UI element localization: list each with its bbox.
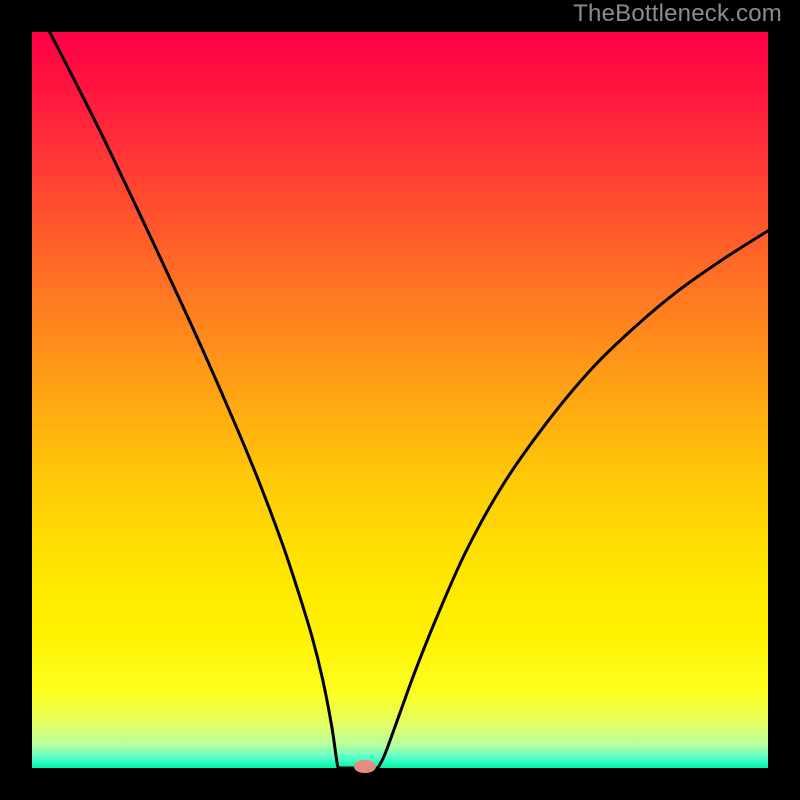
curve-left-branch <box>50 32 339 768</box>
optimum-marker <box>354 760 376 774</box>
watermark-text: TheBottleneck.com <box>573 0 782 28</box>
bottleneck-curve <box>32 32 768 768</box>
curve-right-branch <box>378 231 768 768</box>
plot-area <box>32 32 768 768</box>
chart-stage: TheBottleneck.com <box>0 0 800 800</box>
